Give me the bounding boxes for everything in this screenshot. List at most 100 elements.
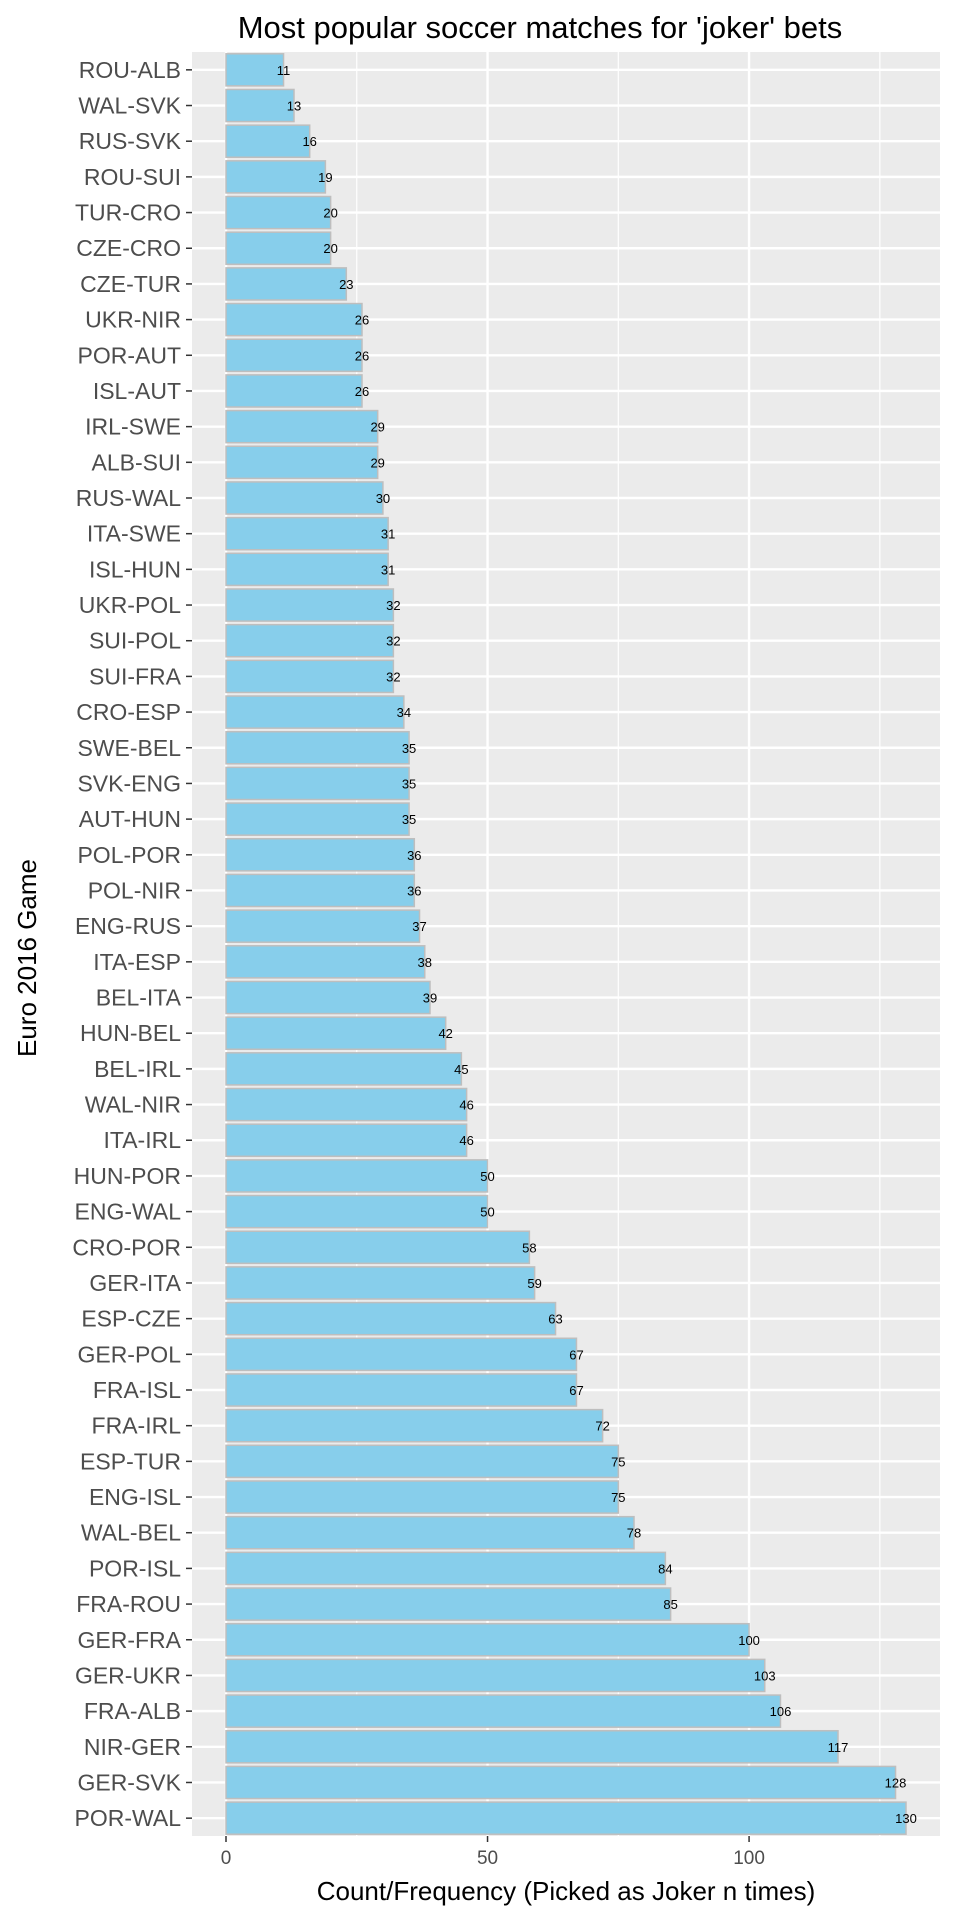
category-label: UKR-POL: [79, 592, 181, 618]
data-label: 35: [402, 812, 416, 827]
bar: [225, 1622, 750, 1657]
bar: [225, 1587, 672, 1621]
data-label: 78: [627, 1526, 641, 1541]
bar: [225, 1801, 907, 1835]
data-label: 16: [302, 134, 316, 149]
bar: [225, 1194, 489, 1229]
category-label: POR-ISL: [89, 1555, 181, 1581]
bar: [225, 1052, 463, 1086]
bar: [225, 695, 405, 729]
bar: [225, 1087, 468, 1122]
data-label: 13: [287, 99, 301, 114]
category-label: HUN-BEL: [80, 1020, 181, 1046]
bar: [225, 1408, 604, 1443]
category-label: HUN-POR: [74, 1163, 181, 1189]
bar: [225, 623, 395, 658]
category-label: CRO-ESP: [76, 699, 181, 725]
data-label: 32: [386, 598, 400, 613]
bar: [225, 945, 426, 979]
category-label: WAL-NIR: [85, 1092, 181, 1118]
data-label: 36: [407, 883, 421, 898]
data-label: 67: [569, 1347, 583, 1362]
bar: [225, 338, 363, 373]
bar: [225, 88, 295, 123]
bar: [225, 1016, 447, 1051]
x-tick-label: 50: [477, 1848, 498, 1869]
x-tick-label: 100: [733, 1848, 765, 1869]
category-label: BEL-ITA: [96, 985, 182, 1011]
data-label: 29: [370, 420, 384, 435]
x-tick-label: 0: [221, 1848, 232, 1869]
category-label: UKR-NIR: [85, 307, 181, 333]
bar: [225, 1515, 635, 1550]
category-label: ITA-SWE: [87, 521, 181, 547]
data-label: 37: [412, 919, 426, 934]
category-label: FRA-ROU: [76, 1591, 181, 1617]
category-label: ENG-WAL: [75, 1199, 182, 1225]
category-label: POL-POR: [77, 842, 181, 868]
data-label: 19: [318, 170, 332, 185]
category-label: ENG-RUS: [75, 913, 181, 939]
bar: [225, 1301, 557, 1336]
data-label: 75: [611, 1490, 625, 1505]
data-label: 45: [454, 1062, 468, 1077]
category-label: TUR-CRO: [75, 200, 181, 226]
data-label: 50: [480, 1205, 494, 1220]
bar: [225, 909, 421, 943]
bar: [225, 481, 384, 515]
category-label: FRA-ISL: [93, 1377, 181, 1403]
bar: [225, 1230, 531, 1265]
bar: [225, 267, 348, 301]
x-axis-title: Count/Frequency (Picked as Joker n times…: [317, 1876, 816, 1906]
bars: [225, 53, 907, 1835]
bar: [225, 231, 332, 266]
data-label: 130: [895, 1811, 917, 1826]
y-axis-title: Euro 2016 Game: [12, 859, 42, 1057]
chart-title: Most popular soccer matches for 'joker' …: [238, 10, 843, 45]
bar: [225, 160, 327, 194]
category-label: ROU-SUI: [84, 164, 181, 190]
category-label: WAL-BEL: [81, 1520, 181, 1546]
data-label: 46: [459, 1098, 473, 1113]
bar: [225, 1658, 766, 1693]
data-label: 34: [397, 705, 411, 720]
bar: [225, 1337, 578, 1372]
data-label: 11: [277, 63, 291, 78]
bar: [225, 1373, 578, 1407]
category-label: GER-UKR: [75, 1662, 181, 1688]
data-label: 26: [355, 348, 369, 363]
category-label: AUT-HUN: [79, 806, 181, 832]
category-label: ISL-AUT: [93, 378, 181, 404]
data-label: 31: [381, 527, 395, 542]
data-label: 38: [418, 955, 432, 970]
data-label: 20: [323, 241, 337, 256]
category-label: RUS-SVK: [79, 128, 182, 154]
category-label: ALB-SUI: [92, 449, 181, 475]
data-label: 63: [548, 1312, 562, 1327]
data-label: 29: [370, 455, 384, 470]
category-label: SWE-BEL: [77, 735, 181, 761]
data-label: 42: [438, 1026, 452, 1041]
data-label: 46: [459, 1133, 473, 1148]
data-label: 32: [386, 634, 400, 649]
data-label: 106: [770, 1704, 792, 1719]
data-label: 36: [407, 848, 421, 863]
data-label: 67: [569, 1383, 583, 1398]
category-label: RUS-WAL: [76, 485, 181, 511]
bar: [225, 445, 379, 480]
category-label: GER-POL: [77, 1341, 181, 1367]
data-label: 23: [339, 277, 353, 292]
category-label: GER-SVK: [77, 1769, 181, 1795]
data-label: 26: [355, 384, 369, 399]
bar: [225, 53, 285, 87]
data-label: 31: [381, 562, 395, 577]
bar: [225, 837, 416, 872]
category-label: ITA-IRL: [103, 1127, 181, 1153]
data-label: 32: [386, 669, 400, 684]
bar: [225, 1159, 489, 1193]
bar: [225, 802, 410, 836]
category-label: SUI-FRA: [89, 663, 182, 689]
bar: [225, 1480, 620, 1514]
data-label: 39: [423, 991, 437, 1006]
